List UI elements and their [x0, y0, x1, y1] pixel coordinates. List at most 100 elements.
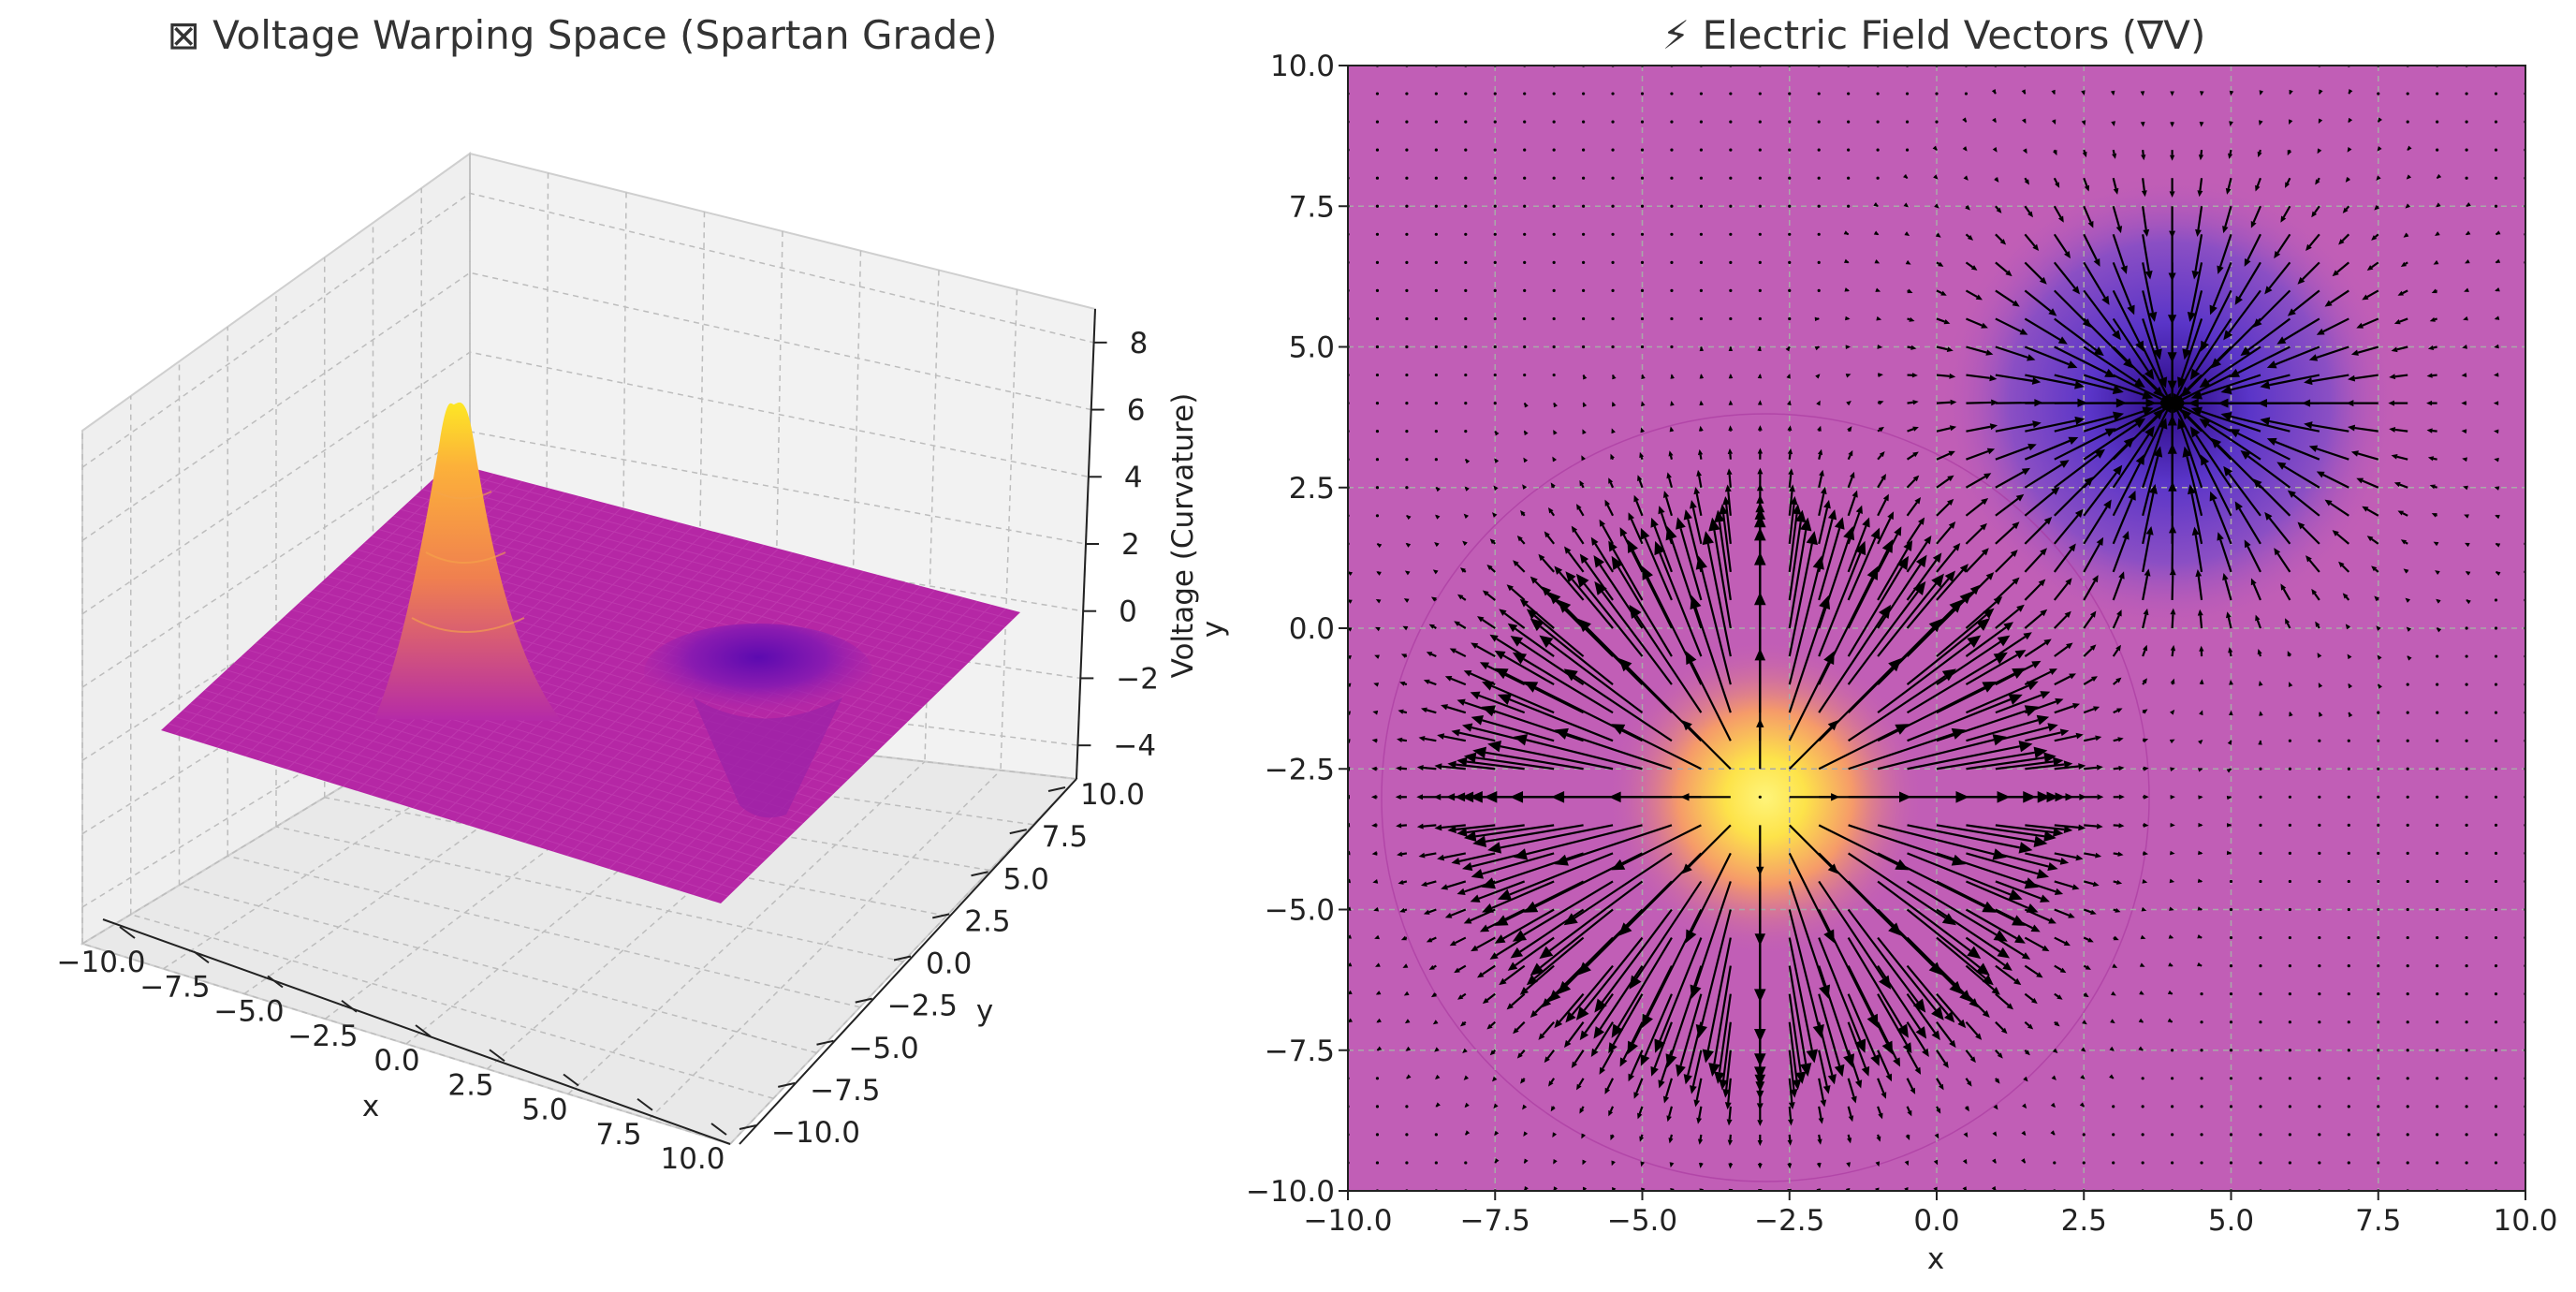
- field-arrow-head: [2198, 822, 2203, 828]
- field-arrow-head: [1815, 374, 1821, 379]
- field-arrow: [1906, 559, 1938, 601]
- x-tick-label: −5.0: [1607, 1204, 1677, 1238]
- field-arrow-head: [1787, 1139, 1793, 1146]
- field-arrow-head: [2040, 691, 2051, 699]
- field-arrow: [1729, 92, 1733, 95]
- field-arrow: [2275, 345, 2320, 366]
- field-arrow: [2024, 670, 2052, 686]
- field-arrow: [2201, 374, 2261, 396]
- field-arrow: [2025, 852, 2061, 862]
- field-arrow: [2494, 964, 2498, 968]
- field-arrow-head: [2258, 740, 2262, 745]
- field-arrow: [2083, 374, 2144, 396]
- field-arrow: [2465, 1049, 2468, 1052]
- field-arrow-head: [1727, 448, 1734, 455]
- field-arrow-head: [1996, 207, 2002, 213]
- field-arrow-head: [1981, 322, 1988, 329]
- x-tick-label: −10.0: [1304, 1204, 1393, 1238]
- field-arrow: [2494, 1133, 2498, 1137]
- field-arrow: [1847, 430, 1851, 433]
- field-arrow: [2465, 683, 2468, 686]
- field-arrow: [2259, 653, 2261, 657]
- y-tick-label: 5.0: [1003, 862, 1049, 896]
- field-arrow-head: [2318, 118, 2323, 125]
- field-arrow-head: [1985, 349, 1994, 356]
- field-arrow: [2247, 317, 2291, 351]
- field-arrow-head: [2118, 823, 2125, 829]
- field-arrow-head: [1544, 1056, 1550, 1064]
- field-arrow-head: [1454, 621, 1460, 626]
- field-arrow: [2318, 992, 2321, 996]
- field-arrow: [1552, 373, 1556, 377]
- field-arrow-head: [1676, 517, 1686, 530]
- field-arrow-head: [1520, 1078, 1526, 1084]
- field-arrow-head: [2462, 345, 2467, 349]
- field-arrow: [2171, 614, 2174, 629]
- field-arrow: [1493, 176, 1497, 180]
- field-arrow: [1966, 374, 1990, 379]
- field-arrow: [2377, 92, 2380, 95]
- field-arrow-head: [2348, 712, 2353, 718]
- mesh-line: [255, 642, 819, 810]
- field-arrow: [2186, 456, 2203, 517]
- field-arrow: [2354, 374, 2378, 380]
- field-arrow: [1877, 642, 1971, 714]
- field-arrow: [1584, 993, 1614, 1034]
- field-arrow-head: [1654, 540, 1666, 556]
- field-arrow-head: [1933, 174, 1939, 180]
- field-arrow: [1582, 232, 1586, 236]
- field-arrow: [2084, 852, 2096, 857]
- field-arrow-head: [2285, 618, 2291, 624]
- field-arrow-head: [1520, 510, 1526, 516]
- field-arrow: [1550, 511, 1556, 517]
- field-arrow: [2259, 149, 2261, 154]
- field-arrow-head: [1599, 1066, 1606, 1075]
- field-arrow: [1523, 316, 1527, 321]
- field-arrow-head: [2026, 903, 2039, 913]
- field-arrow: [1936, 548, 1956, 573]
- field-arrow: [1877, 534, 1898, 573]
- field-arrow: [1727, 491, 1732, 516]
- field-arrow-head: [1627, 1040, 1638, 1055]
- field-arrow-head: [1666, 472, 1672, 479]
- field-arrow: [2194, 234, 2203, 272]
- field-arrow-head: [1967, 635, 1982, 648]
- field-arrow-head: [1848, 1115, 1854, 1123]
- field-arrow: [2436, 120, 2439, 124]
- field-arrow-head: [2465, 230, 2471, 236]
- field-arrow: [2054, 824, 2079, 829]
- field-arrow-head: [2013, 977, 2022, 986]
- mesh-line: [407, 502, 976, 657]
- field-arrow: [1511, 992, 1526, 1006]
- field-arrow-head: [2407, 655, 2412, 661]
- field-arrow: [1434, 148, 1438, 152]
- field-arrow-head: [1698, 425, 1704, 432]
- y-tick-label: 5.0: [1289, 331, 1335, 365]
- field-arrow: [1995, 636, 2027, 657]
- field-arrow: [1847, 512, 1861, 545]
- field-arrow-head: [2464, 287, 2469, 292]
- field-arrow-head: [2048, 917, 2056, 924]
- field-arrow-head: [2087, 220, 2094, 228]
- field-arrow-head: [2240, 450, 2251, 460]
- field-arrow: [2207, 345, 2261, 383]
- field-arrow-head: [2199, 91, 2204, 96]
- field-arrow: [1446, 706, 1467, 714]
- field-arrow-head: [2200, 340, 2210, 352]
- field-arrow: [1611, 345, 1615, 349]
- field-arrow-head: [1965, 205, 1970, 211]
- field-arrow: [1758, 288, 1762, 292]
- field-arrow-head: [2090, 909, 2097, 915]
- field-arrow: [1847, 965, 1889, 1044]
- field-arrow-head: [1669, 426, 1675, 433]
- field-arrow: [2377, 1020, 2380, 1024]
- field-arrow-head: [2008, 888, 2023, 901]
- field-arrow: [1965, 601, 1998, 629]
- field-arrow: [1995, 936, 2025, 957]
- field-arrow: [1670, 120, 1674, 124]
- field-arrow-head: [1489, 538, 1496, 545]
- field-arrow: [1640, 176, 1645, 180]
- field-arrow-head: [1519, 598, 1530, 608]
- field-arrow: [1818, 518, 1834, 573]
- field-arrow: [2288, 1049, 2291, 1052]
